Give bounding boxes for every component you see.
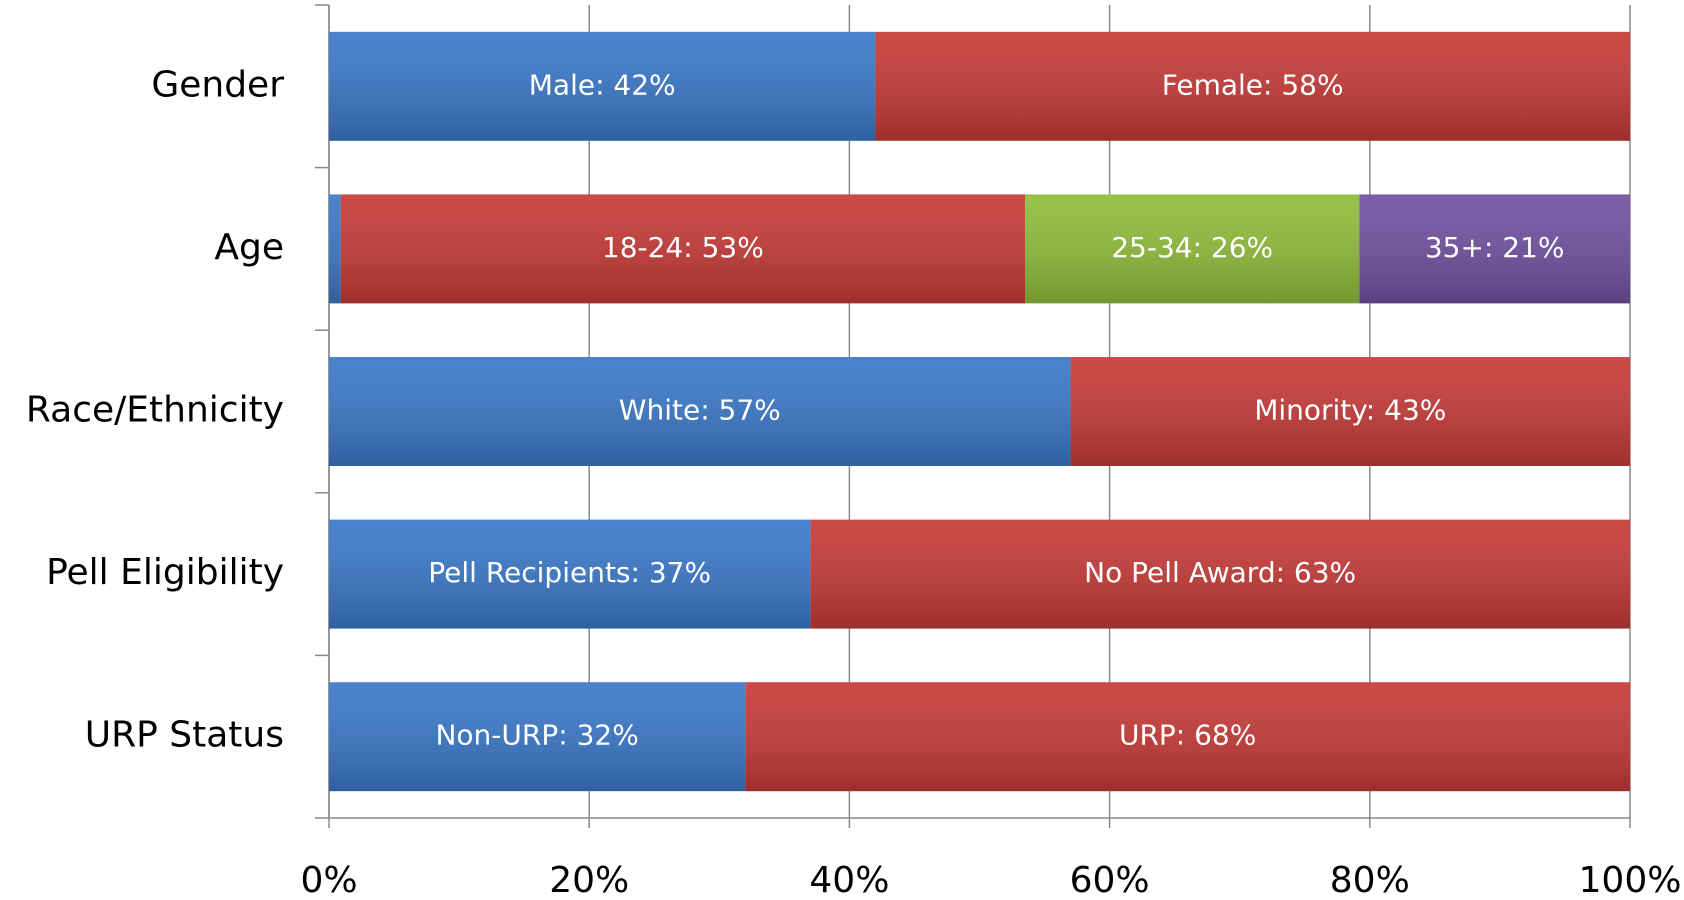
data-label: White: 57%: [619, 394, 781, 427]
bar-shade: [1070, 357, 1630, 466]
bar-shade: [329, 194, 341, 304]
bar-shade: [329, 31, 876, 141]
data-label: 35+: 21%: [1425, 231, 1565, 264]
bar-shade: [329, 357, 1071, 466]
y-tick-label: Age: [214, 227, 284, 268]
data-label: Female: 58%: [1162, 68, 1344, 101]
data-label: Non-URP: 32%: [435, 719, 638, 752]
data-label: Pell Recipients: 37%: [428, 556, 711, 589]
x-tick-label: 80%: [1330, 860, 1410, 900]
data-label: URP: 68%: [1119, 719, 1256, 752]
bar-shade: [875, 31, 1630, 141]
y-tick-label: Gender: [151, 64, 284, 105]
bar-shade: [1359, 194, 1630, 304]
x-tick-label: 0%: [300, 860, 357, 900]
x-tick-label: 60%: [1070, 860, 1150, 900]
data-label: 25-34: 26%: [1111, 231, 1273, 264]
x-tick-label: 40%: [809, 860, 889, 900]
bar-shade: [1025, 194, 1360, 304]
bar-shade: [329, 519, 811, 629]
y-tick-label: URP Status: [85, 715, 284, 756]
y-tick-label: Pell Eligibility: [46, 552, 284, 593]
data-label: No Pell Award: 63%: [1084, 556, 1356, 589]
bar-shade: [340, 194, 1026, 304]
x-tick-label: 100%: [1579, 860, 1682, 900]
bar-shade: [329, 682, 746, 792]
bar-shade: [810, 519, 1630, 629]
bar-shade: [745, 682, 1630, 792]
y-tick-label: Race/Ethnicity: [26, 390, 284, 431]
data-label: Male: 42%: [529, 68, 676, 101]
x-tick-label: 20%: [549, 860, 629, 900]
data-label: Minority: 43%: [1254, 394, 1446, 427]
data-label: 18-24: 53%: [602, 231, 764, 264]
